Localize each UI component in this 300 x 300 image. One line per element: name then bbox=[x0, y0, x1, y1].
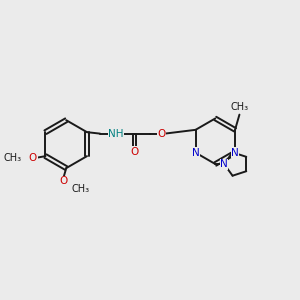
Text: CH₃: CH₃ bbox=[4, 153, 22, 163]
Text: N: N bbox=[192, 148, 200, 158]
Text: NH: NH bbox=[109, 129, 124, 139]
Text: CH₃: CH₃ bbox=[230, 102, 248, 112]
Text: CH₃: CH₃ bbox=[71, 184, 90, 194]
Text: O: O bbox=[130, 147, 139, 157]
Text: N: N bbox=[220, 159, 228, 169]
Text: O: O bbox=[29, 153, 37, 163]
Text: O: O bbox=[158, 129, 166, 139]
Text: O: O bbox=[59, 176, 68, 186]
Text: N: N bbox=[231, 148, 239, 158]
